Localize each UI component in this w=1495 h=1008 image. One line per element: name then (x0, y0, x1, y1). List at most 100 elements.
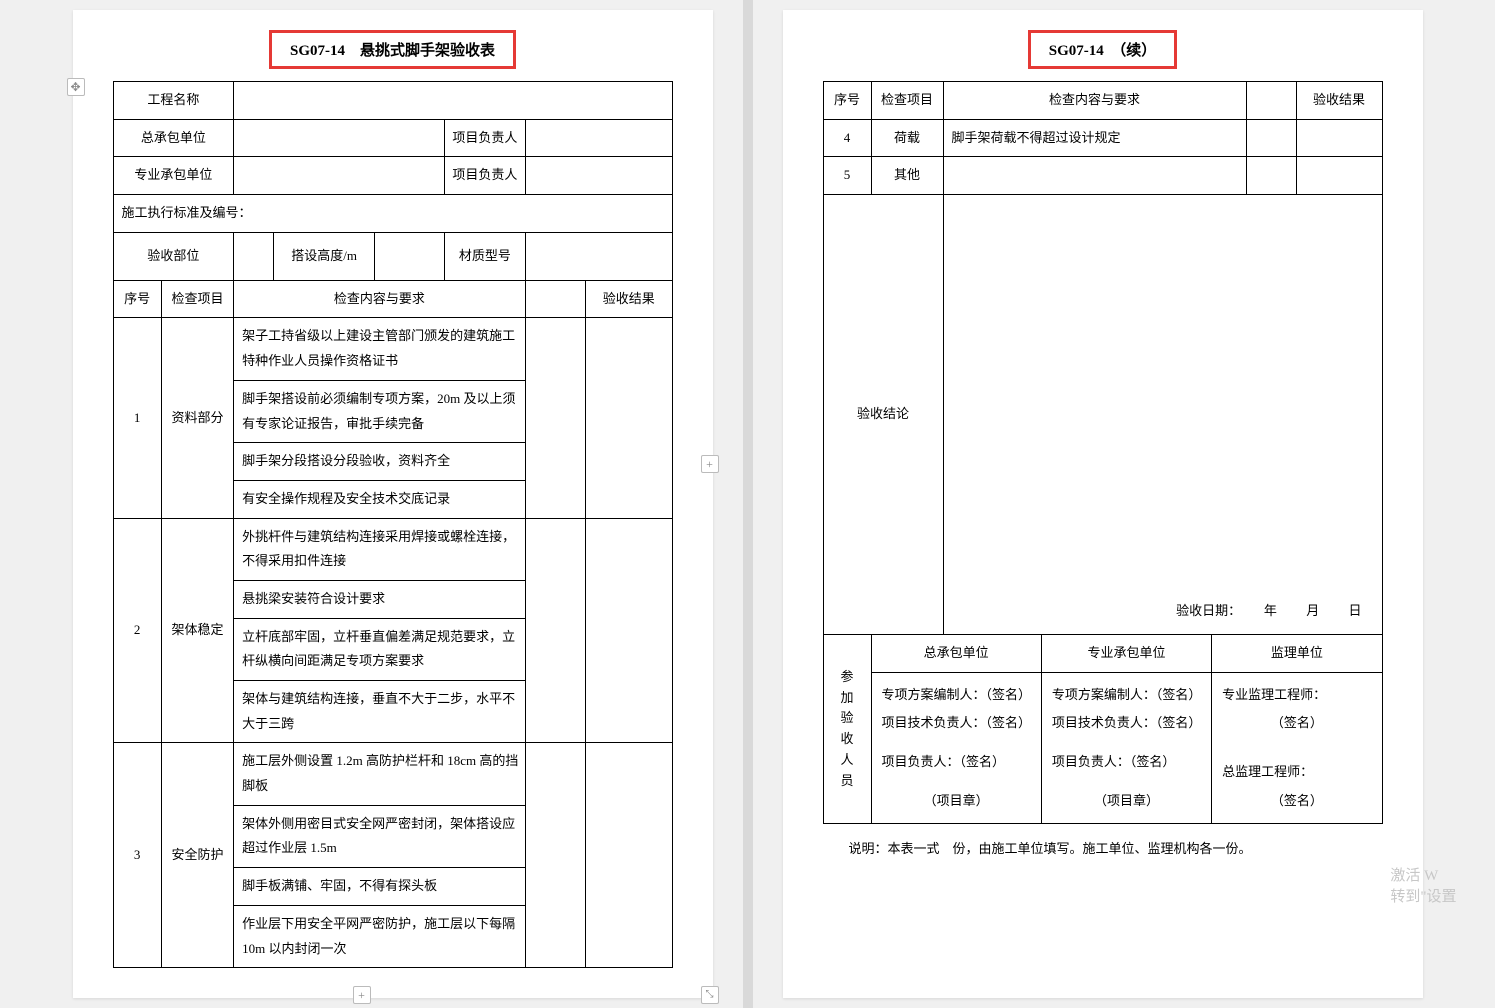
cell-blank[interactable] (525, 518, 585, 743)
sign-line: （签名） (1222, 787, 1371, 816)
cell-result[interactable] (1296, 119, 1382, 157)
cell-content: 脚手板满铺、牢固，不得有探头板 (234, 868, 525, 906)
label-sub-contractor: 专业承包单位 (113, 157, 234, 195)
cell-content: 有安全操作规程及安全技术交底记录 (234, 480, 525, 518)
add-right-icon[interactable]: + (701, 455, 719, 473)
cell-result[interactable] (585, 318, 672, 518)
table-row: 验收部位 搭设高度/m 材质型号 (113, 232, 672, 280)
watermark-line: 转到"设置 (1390, 887, 1456, 908)
table-row: 2 架体稳定 外挑杆件与建筑结构连接采用焊接或螺栓连接，不得采用扣件连接 (113, 518, 672, 580)
cell-content-5[interactable] (943, 157, 1246, 195)
label-pm1: 项目负责人 (445, 119, 525, 157)
sign-line: 专项方案编制人：（签名） (882, 681, 1031, 710)
form-table-2: 序号 检查项目 检查内容与要求 验收结果 4 荷载 脚手架荷载不得超过设计规定 … (823, 81, 1383, 635)
sign-line: 总监理工程师： (1222, 758, 1371, 787)
cell-no-2: 2 (113, 518, 161, 743)
cell-content-4: 脚手架荷载不得超过设计规定 (943, 119, 1246, 157)
field-project-name[interactable] (234, 82, 672, 120)
table-row-header: 序号 检查项目 检查内容与要求 验收结果 (823, 82, 1382, 120)
sign-line: 项目技术负责人：（签名） (882, 709, 1031, 738)
cell-item-3: 安全防护 (161, 743, 233, 968)
sign-supervisor[interactable]: 专业监理工程师： （签名） 总监理工程师： （签名） (1212, 672, 1382, 823)
label-height: 搭设高度/m (274, 232, 375, 280)
cell-no-4: 4 (823, 119, 871, 157)
label-participants: 参加验收人员 (823, 635, 871, 824)
cell-blank[interactable] (525, 318, 585, 518)
table-row: 施工执行标准及编号： (113, 195, 672, 233)
cell-no-3: 3 (113, 743, 161, 968)
resize-handle-icon[interactable]: ⤡ (701, 986, 719, 1004)
field-pm2[interactable] (525, 157, 672, 195)
sign-line: （签名） (1222, 709, 1371, 738)
col-result: 验收结果 (1296, 82, 1382, 120)
label-pm2: 项目负责人 (445, 157, 525, 195)
col-content: 检查内容与要求 (234, 280, 525, 318)
cell-item-2: 架体稳定 (161, 518, 233, 743)
col-item: 检查项目 (161, 280, 233, 318)
field-material[interactable] (525, 232, 672, 280)
sign-line: 项目技术负责人：（签名） (1052, 709, 1201, 738)
date-line: 验收日期： 年 月 日 (1176, 599, 1361, 624)
field-accept-part[interactable] (234, 232, 274, 280)
col-item: 检查项目 (871, 82, 943, 120)
form-table-1: 工程名称 总承包单位 项目负责人 专业承包单位 项目负责人 施工执行标准及编号：… (113, 81, 673, 968)
field-sub-contractor[interactable] (234, 157, 445, 195)
table-row: 1 资料部分 架子工持省级以上建设主管部门颁发的建筑施工特种作业人员操作资格证书 (113, 318, 672, 380)
sign-general[interactable]: 专项方案编制人：（签名） 项目技术负责人：（签名） 项目负责人：（签名） （项目… (871, 672, 1041, 823)
cell-blank[interactable] (1246, 119, 1296, 157)
label-material: 材质型号 (445, 232, 525, 280)
cell-blank[interactable] (525, 743, 585, 968)
col-no: 序号 (823, 82, 871, 120)
cell-no-1: 1 (113, 318, 161, 518)
table-row: 工程名称 (113, 82, 672, 120)
table-row: 专业承包单位 项目负责人 (113, 157, 672, 195)
page-title: SG07-14 悬挑式脚手架验收表 (269, 30, 516, 69)
sign-stamp: （项目章） (882, 787, 1031, 816)
field-pm1[interactable] (525, 119, 672, 157)
cell-no-5: 5 (823, 157, 871, 195)
date-month: 月 (1306, 603, 1319, 618)
table-row: 5 其他 (823, 157, 1382, 195)
sign-sub[interactable]: 专项方案编制人：（签名） 项目技术负责人：（签名） 项目负责人：（签名） （项目… (1041, 672, 1211, 823)
col-blank (525, 280, 585, 318)
cell-item-5: 其他 (871, 157, 943, 195)
field-general-contractor[interactable] (234, 119, 445, 157)
cell-content: 脚手架搭设前必须编制专项方案，20m 及以上须有专家论证报告，审批手续完备 (234, 380, 525, 442)
cell-content: 架子工持省级以上建设主管部门颁发的建筑施工特种作业人员操作资格证书 (234, 318, 525, 380)
col-no: 序号 (113, 280, 161, 318)
col-content: 检查内容与要求 (943, 82, 1246, 120)
participants-text: 参加验收人员 (840, 669, 853, 788)
cell-content: 施工层外侧设置 1.2m 高防护栏杆和 18cm 高的挡脚板 (234, 743, 525, 805)
field-conclusion[interactable]: 验收日期： 年 月 日 (943, 195, 1382, 635)
add-bottom-icon[interactable]: + (353, 986, 371, 1004)
label-standard[interactable]: 施工执行标准及编号： (113, 195, 672, 233)
table-row-conclusion: 验收结论 验收日期： 年 月 日 (823, 195, 1382, 635)
cell-result[interactable] (1296, 157, 1382, 195)
label-conclusion: 验收结论 (823, 195, 943, 635)
page-title-2: SG07-14 （续） (1028, 30, 1178, 69)
move-handle-icon[interactable]: ✥ (67, 78, 85, 96)
col-blank (1246, 82, 1296, 120)
cell-content: 悬挑梁安装符合设计要求 (234, 580, 525, 618)
title-container: SG07-14 （续） (823, 30, 1383, 69)
cell-item-4: 荷载 (871, 119, 943, 157)
cell-blank[interactable] (1246, 157, 1296, 195)
table-row: 参加验收人员 总承包单位 专业承包单位 监理单位 (823, 635, 1382, 673)
cell-content: 作业层下用安全平网严密防护，施工层以下每隔 10m 以内封闭一次 (234, 905, 525, 967)
cell-content: 架体与建筑结构连接，垂直不大于二步，水平不大于三跨 (234, 681, 525, 743)
watermark-line: 激活 W (1390, 866, 1456, 887)
col-sub: 专业承包单位 (1041, 635, 1211, 673)
page-right: SG07-14 （续） 序号 检查项目 检查内容与要求 验收结果 4 荷载 脚手… (783, 10, 1423, 998)
sign-line: 项目负责人：（签名） (1052, 748, 1201, 777)
footnote: 说明：本表一式 份，由施工单位填写。施工单位、监理机构各一份。 (823, 838, 1383, 857)
col-result: 验收结果 (585, 280, 672, 318)
date-day: 日 (1348, 603, 1361, 618)
sign-line: 专项方案编制人：（签名） (1052, 681, 1201, 710)
table-row-header: 序号 检查项目 检查内容与要求 验收结果 (113, 280, 672, 318)
cell-result[interactable] (585, 518, 672, 743)
label-accept-part: 验收部位 (113, 232, 234, 280)
date-label: 验收日期： (1176, 603, 1235, 618)
cell-result[interactable] (585, 743, 672, 968)
field-height[interactable] (374, 232, 444, 280)
title-container: SG07-14 悬挑式脚手架验收表 (113, 30, 673, 69)
